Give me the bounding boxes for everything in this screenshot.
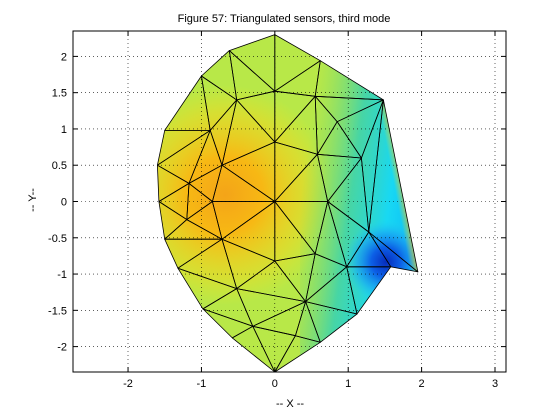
mesh-triangle xyxy=(305,301,358,343)
mesh-triangle xyxy=(368,231,419,273)
mesh-triangle xyxy=(346,266,392,315)
y-tick-label: 1 xyxy=(61,124,67,136)
y-tick-label: -1 xyxy=(57,269,67,281)
mesh-triangle xyxy=(274,335,321,373)
y-tick-label: 0 xyxy=(61,197,67,209)
y-tick-label: 1.5 xyxy=(52,88,67,100)
y-tick-label: 2 xyxy=(61,51,67,63)
x-axis-label: -- X -- xyxy=(276,398,304,410)
x-tick-label: -1 xyxy=(197,378,207,390)
surface-red-region xyxy=(380,100,418,300)
triangle-mesh xyxy=(156,34,419,373)
axes: -2 -1 0 1 2 3 -2 -1.5 -1 -0.5 0 0.5 1 1.5 2 xyxy=(48,30,507,390)
y-tick-label: -0.5 xyxy=(48,233,67,245)
chart-title: Figure 57: Triangulated sensors, third m… xyxy=(178,13,391,25)
x-tick-label: 2 xyxy=(419,378,425,390)
x-tick-label: 3 xyxy=(492,378,498,390)
y-tick-label: -1.5 xyxy=(48,305,67,317)
y-axis-label: -- Y-- xyxy=(27,188,39,212)
x-tick-label: 0 xyxy=(272,378,278,390)
x-tick-label: -2 xyxy=(123,378,133,390)
y-tick-label: -2 xyxy=(57,342,67,354)
x-tick-label: 1 xyxy=(345,378,351,390)
y-tick-label: 0.5 xyxy=(52,160,67,172)
